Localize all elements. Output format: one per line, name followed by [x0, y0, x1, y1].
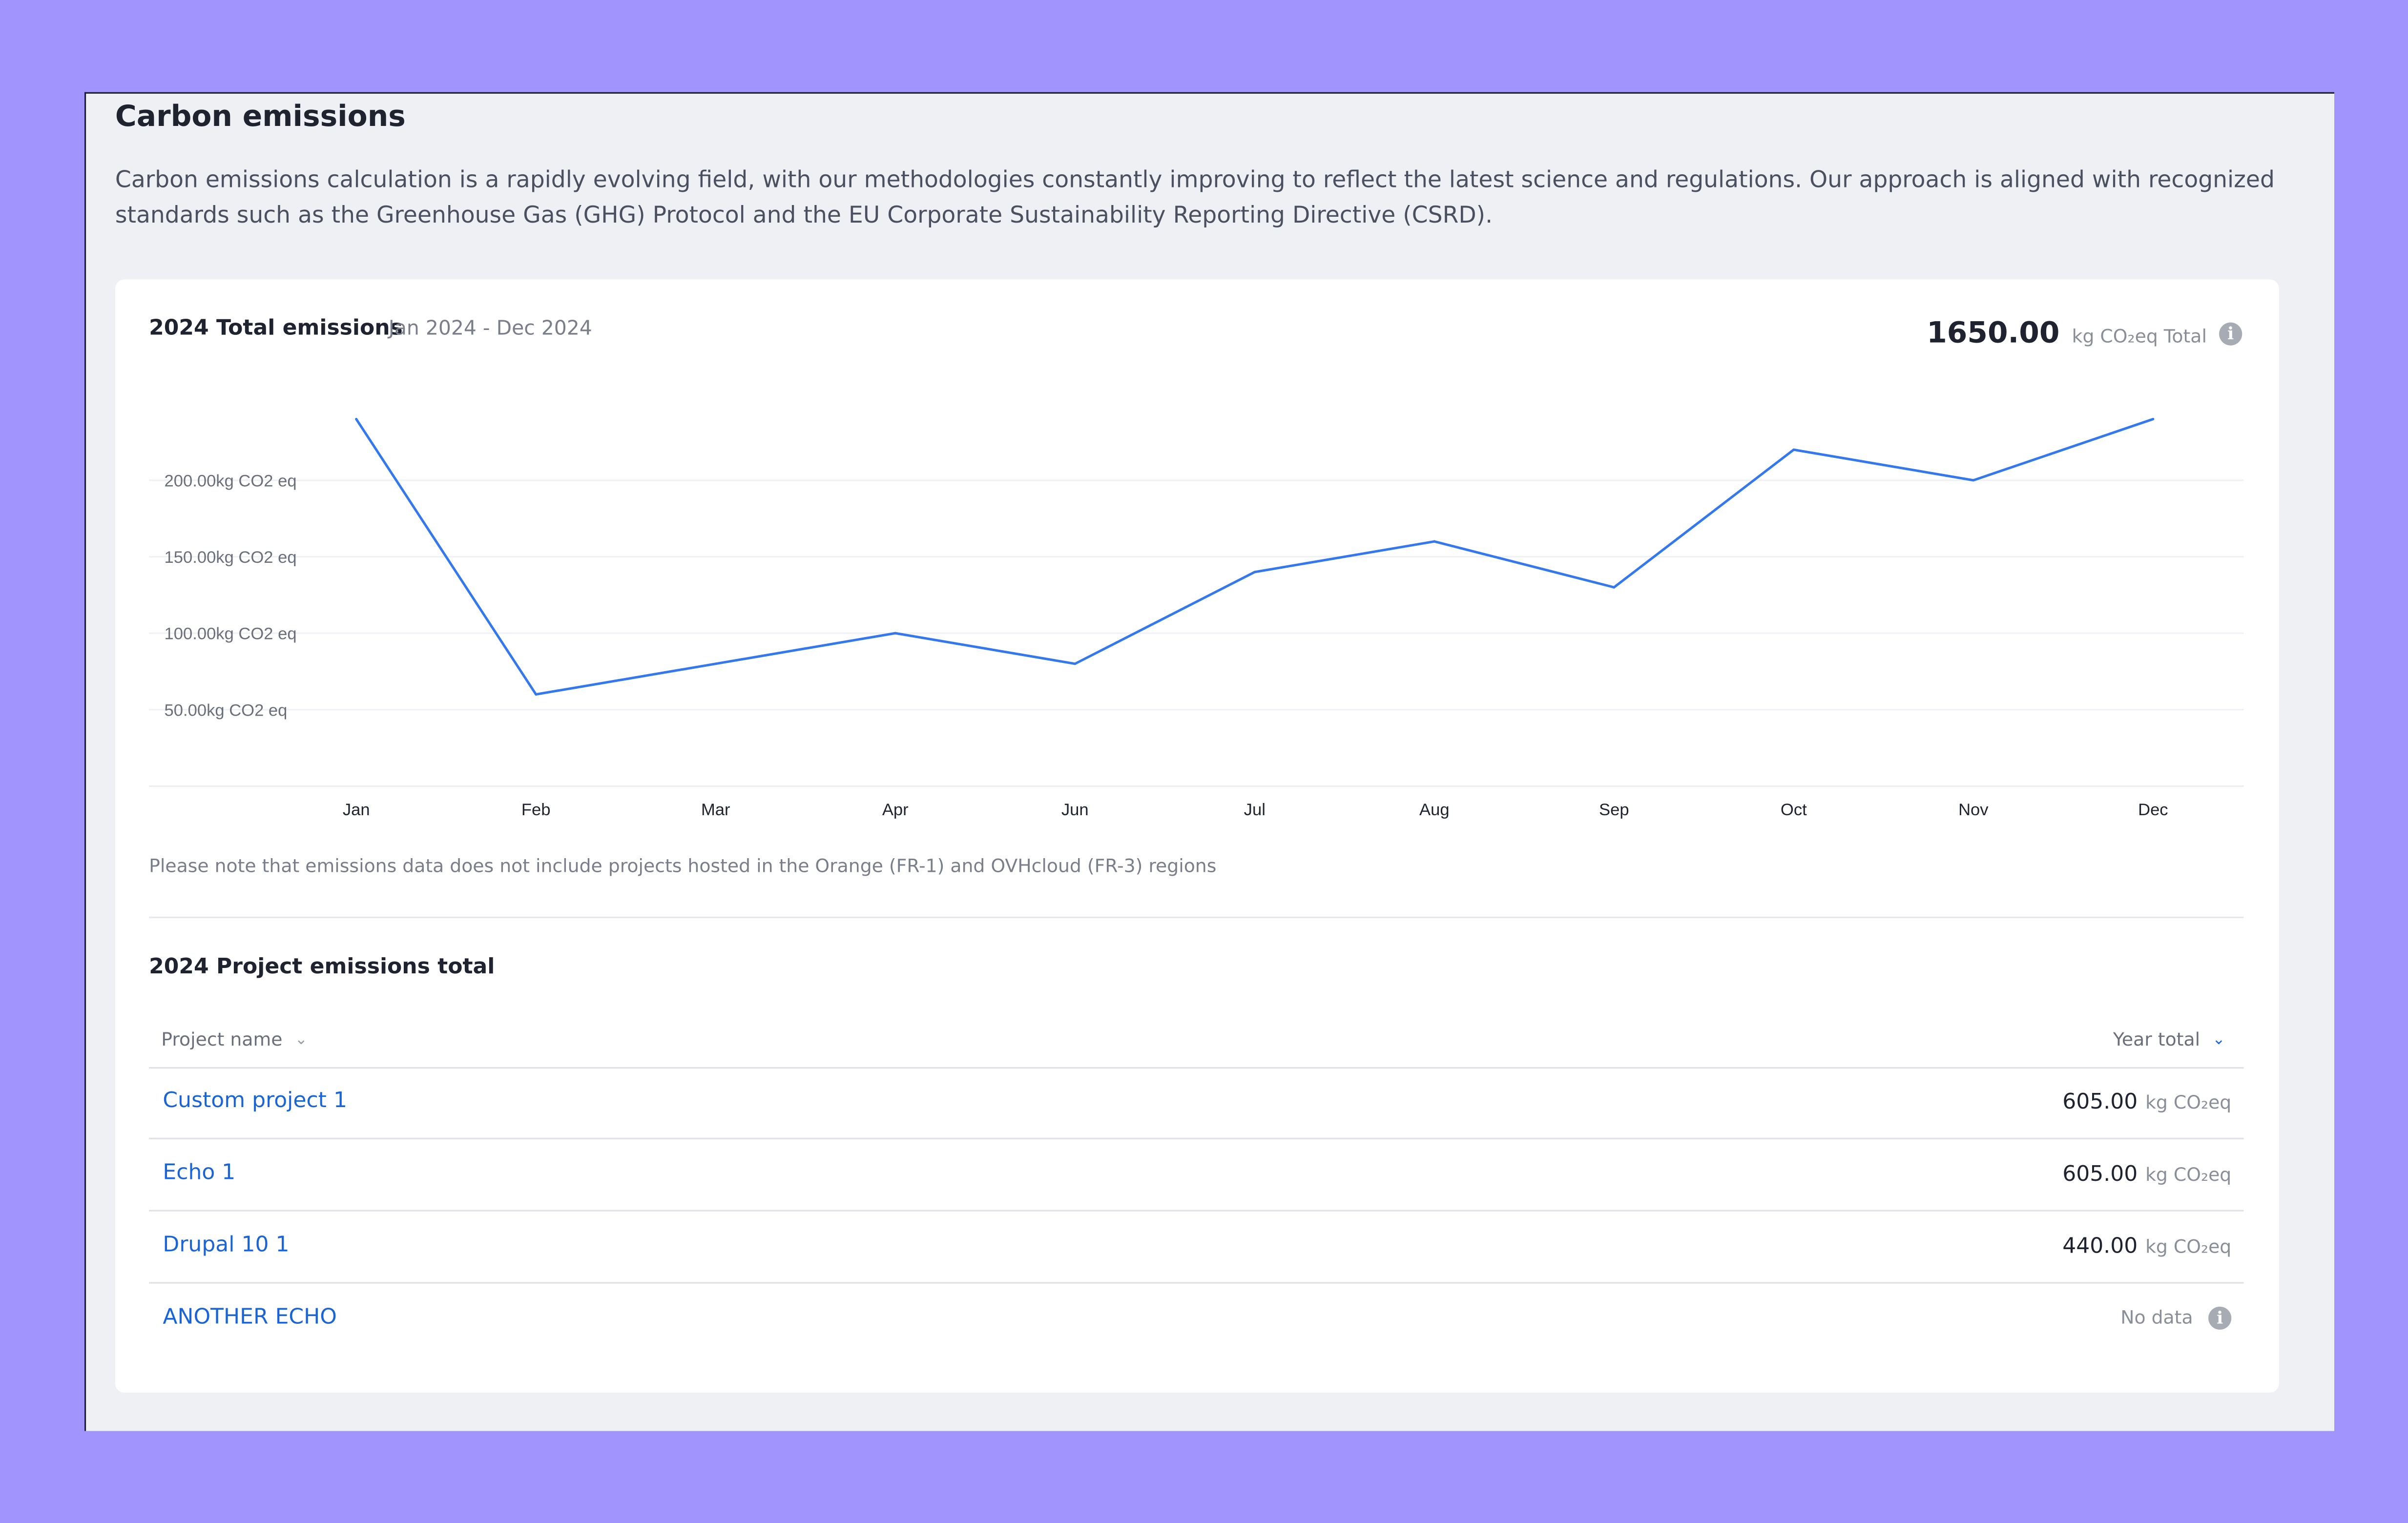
divider [149, 916, 2244, 918]
data-point [1613, 586, 1616, 589]
row-total-value: 440.00 [2062, 1234, 2138, 1259]
project-table-body: Custom project 1 605.00 kg CO₂eq Echo 1 … [149, 1067, 2244, 1355]
data-point [714, 662, 717, 665]
sort-project-name[interactable]: Project name ⌄ [161, 1029, 308, 1050]
data-point [2152, 418, 2155, 421]
row-total-value: 605.00 [2062, 1162, 2138, 1187]
data-point [535, 693, 538, 696]
y-tick-label: 150.00kg CO2 eq [165, 548, 297, 567]
x-tick-label: Feb [521, 801, 551, 819]
x-tick-label: Mar [701, 801, 730, 819]
data-point [1792, 448, 1795, 451]
row-total: 440.00 kg CO₂eq [2062, 1235, 2231, 1259]
column-header-year-total: Year total [2113, 1029, 2200, 1050]
table-row: Custom project 1 605.00 kg CO₂eq [149, 1067, 2244, 1139]
sort-year-total[interactable]: Year total ⌄ [2113, 1029, 2225, 1050]
data-point [894, 632, 897, 635]
project-link[interactable]: ANOTHER ECHO [163, 1305, 337, 1330]
row-total: 605.00 kg CO₂eq [2062, 1162, 2231, 1187]
row-total-value: 605.00 [2062, 1090, 2138, 1115]
x-tick-label: Dec [2138, 801, 2168, 819]
total-unit: kg CO₂eq Total [2072, 325, 2207, 347]
x-tick-label: Nov [1958, 801, 1989, 819]
table-header: Project name ⌄ Year total ⌄ [149, 1018, 2244, 1069]
y-tick-label: 50.00kg CO2 eq [165, 701, 288, 720]
chart-title: 2024 Total emissions [149, 316, 403, 341]
row-total-unit: kg CO₂eq [2145, 1236, 2232, 1258]
x-tick-label: Oct [1781, 801, 1807, 819]
table-row: ANOTHER ECHO No data i [149, 1284, 2243, 1355]
emissions-note: Please note that emissions data does not… [149, 855, 1217, 877]
data-point [1433, 540, 1436, 543]
project-link[interactable]: Drupal 10 1 [163, 1233, 290, 1258]
info-icon[interactable]: i [2208, 1306, 2232, 1330]
chart-date-range: Jan 2024 - Dec 2024 [388, 318, 592, 341]
table-title: 2024 Project emissions total [149, 955, 495, 980]
row-total-unit: kg CO₂eq [2145, 1091, 2232, 1113]
row-total: No data i [2120, 1306, 2232, 1330]
intro-text: Carbon emissions calculation is a rapidl… [115, 165, 2275, 229]
project-link[interactable]: Custom project 1 [163, 1089, 348, 1113]
row-total: 605.00 kg CO₂eq [2062, 1090, 2231, 1114]
table-row: Drupal 10 1 440.00 kg CO₂eq [149, 1212, 2244, 1284]
x-tick-label: Jul [1244, 801, 1266, 819]
x-tick-label: Jun [1061, 801, 1089, 819]
column-header-project-name: Project name [161, 1029, 283, 1050]
info-icon[interactable]: i [2219, 321, 2242, 345]
chevron-down-icon: ⌄ [294, 1031, 308, 1048]
x-tick-label: Jan [343, 801, 370, 819]
total-value: 1650.00 [1927, 316, 2060, 350]
x-tick-label: Apr [882, 801, 909, 819]
project-link[interactable]: Echo 1 [163, 1160, 236, 1186]
y-tick-label: 100.00kg CO2 eq [165, 625, 297, 643]
total-emissions: 1650.00 kg CO₂eq Total i [1927, 316, 2242, 350]
data-point [355, 418, 358, 421]
data-point [1253, 571, 1256, 574]
emissions-window: Carbon emissions Carbon emissions calcul… [84, 92, 2335, 1431]
no-data-label: No data [2120, 1306, 2193, 1328]
table-row: Echo 1 605.00 kg CO₂eq [149, 1139, 2244, 1212]
emissions-line-chart: 50.00kg CO2 eq 100.00kg CO2 eq 150.00kg CO… [149, 418, 2244, 819]
emissions-card: 2024 Total emissions Jan 2024 - Dec 2024… [115, 279, 2279, 1393]
x-tick-label: Sep [1599, 801, 1629, 819]
chevron-down-icon: ⌄ [2212, 1031, 2225, 1048]
row-total-unit: kg CO₂eq [2145, 1164, 2232, 1186]
section-title: Carbon emissions [115, 100, 406, 134]
data-point [1074, 662, 1077, 665]
data-point [1972, 479, 1975, 482]
y-tick-label: 200.00kg CO2 eq [165, 472, 297, 490]
x-tick-label: Aug [1419, 801, 1450, 819]
